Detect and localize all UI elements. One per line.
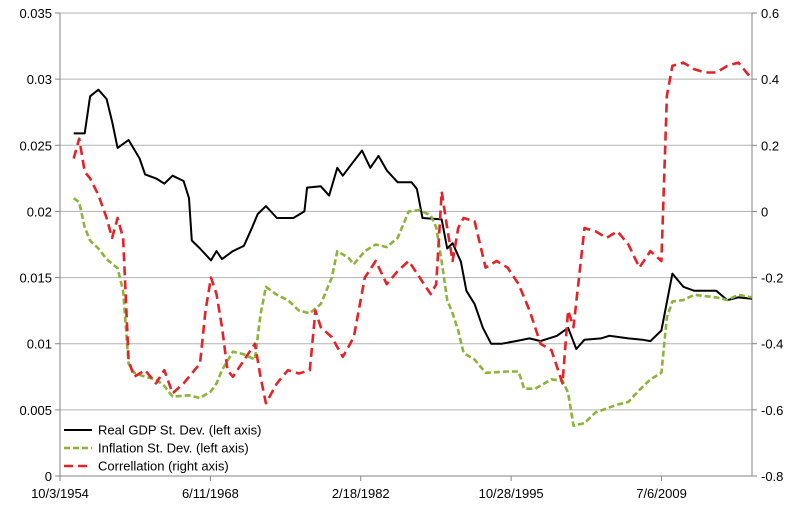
series-lines bbox=[72, 61, 754, 427]
x-axis-tick-label: 10/28/1995 bbox=[479, 486, 544, 501]
right-axis-tick-label: 0.2 bbox=[761, 138, 779, 153]
right-axis-tick-label: -0.8 bbox=[761, 469, 783, 484]
left-axis-tick-label: 0.025 bbox=[19, 138, 52, 153]
left-axis-tick-label: 0.03 bbox=[27, 72, 52, 87]
x-axis-tick-label: 6/11/1968 bbox=[182, 486, 239, 501]
right-axis-tick-label: 0.4 bbox=[761, 72, 779, 87]
legend: Real GDP St. Dev. (left axis) Inflation S… bbox=[64, 423, 262, 474]
legend-label: Correllation (right axis) bbox=[98, 459, 229, 474]
legend-label: Inflation St. Dev. (left axis) bbox=[98, 441, 249, 456]
x-axis-tick-label: 7/6/2009 bbox=[636, 486, 687, 501]
left-axis-tick-label: 0.01 bbox=[27, 337, 52, 352]
right-axis-tick-label: 0.6 bbox=[761, 6, 779, 21]
x-axis-tick-labels: 10/3/1954 6/11/1968 2/18/1982 10/28/1995 7/6… bbox=[31, 486, 687, 501]
right-axis-tick-label: 0 bbox=[761, 204, 768, 219]
left-axis-tick-label: 0.035 bbox=[19, 6, 52, 21]
x-axis-tick-label: 10/3/1954 bbox=[31, 486, 89, 501]
axes bbox=[55, 12, 757, 481]
series-line-3 bbox=[72, 61, 754, 405]
left-axis-tick-label: 0 bbox=[45, 469, 52, 484]
series-line-1 bbox=[73, 88, 753, 350]
right-axis-tick-labels: -0.8 -0.6 -0.4 -0.2 0 0.2 0.4 0.6 bbox=[761, 6, 783, 484]
series-line-2 bbox=[72, 197, 753, 427]
right-axis-tick-label: -0.4 bbox=[761, 337, 783, 352]
left-axis-tick-label: 0.015 bbox=[19, 271, 52, 286]
left-axis-tick-labels: 0 0.005 0.01 0.015 0.02 0.025 0.03 0.035 bbox=[19, 6, 52, 484]
gridlines bbox=[60, 12, 752, 411]
x-axis-tick-label: 2/18/1982 bbox=[332, 486, 390, 501]
left-axis-tick-label: 0.02 bbox=[27, 204, 52, 219]
legend-label: Real GDP St. Dev. (left axis) bbox=[98, 423, 262, 438]
right-axis-tick-label: -0.2 bbox=[761, 271, 783, 286]
left-axis-tick-label: 0.005 bbox=[19, 403, 52, 418]
right-axis-tick-label: -0.6 bbox=[761, 403, 783, 418]
